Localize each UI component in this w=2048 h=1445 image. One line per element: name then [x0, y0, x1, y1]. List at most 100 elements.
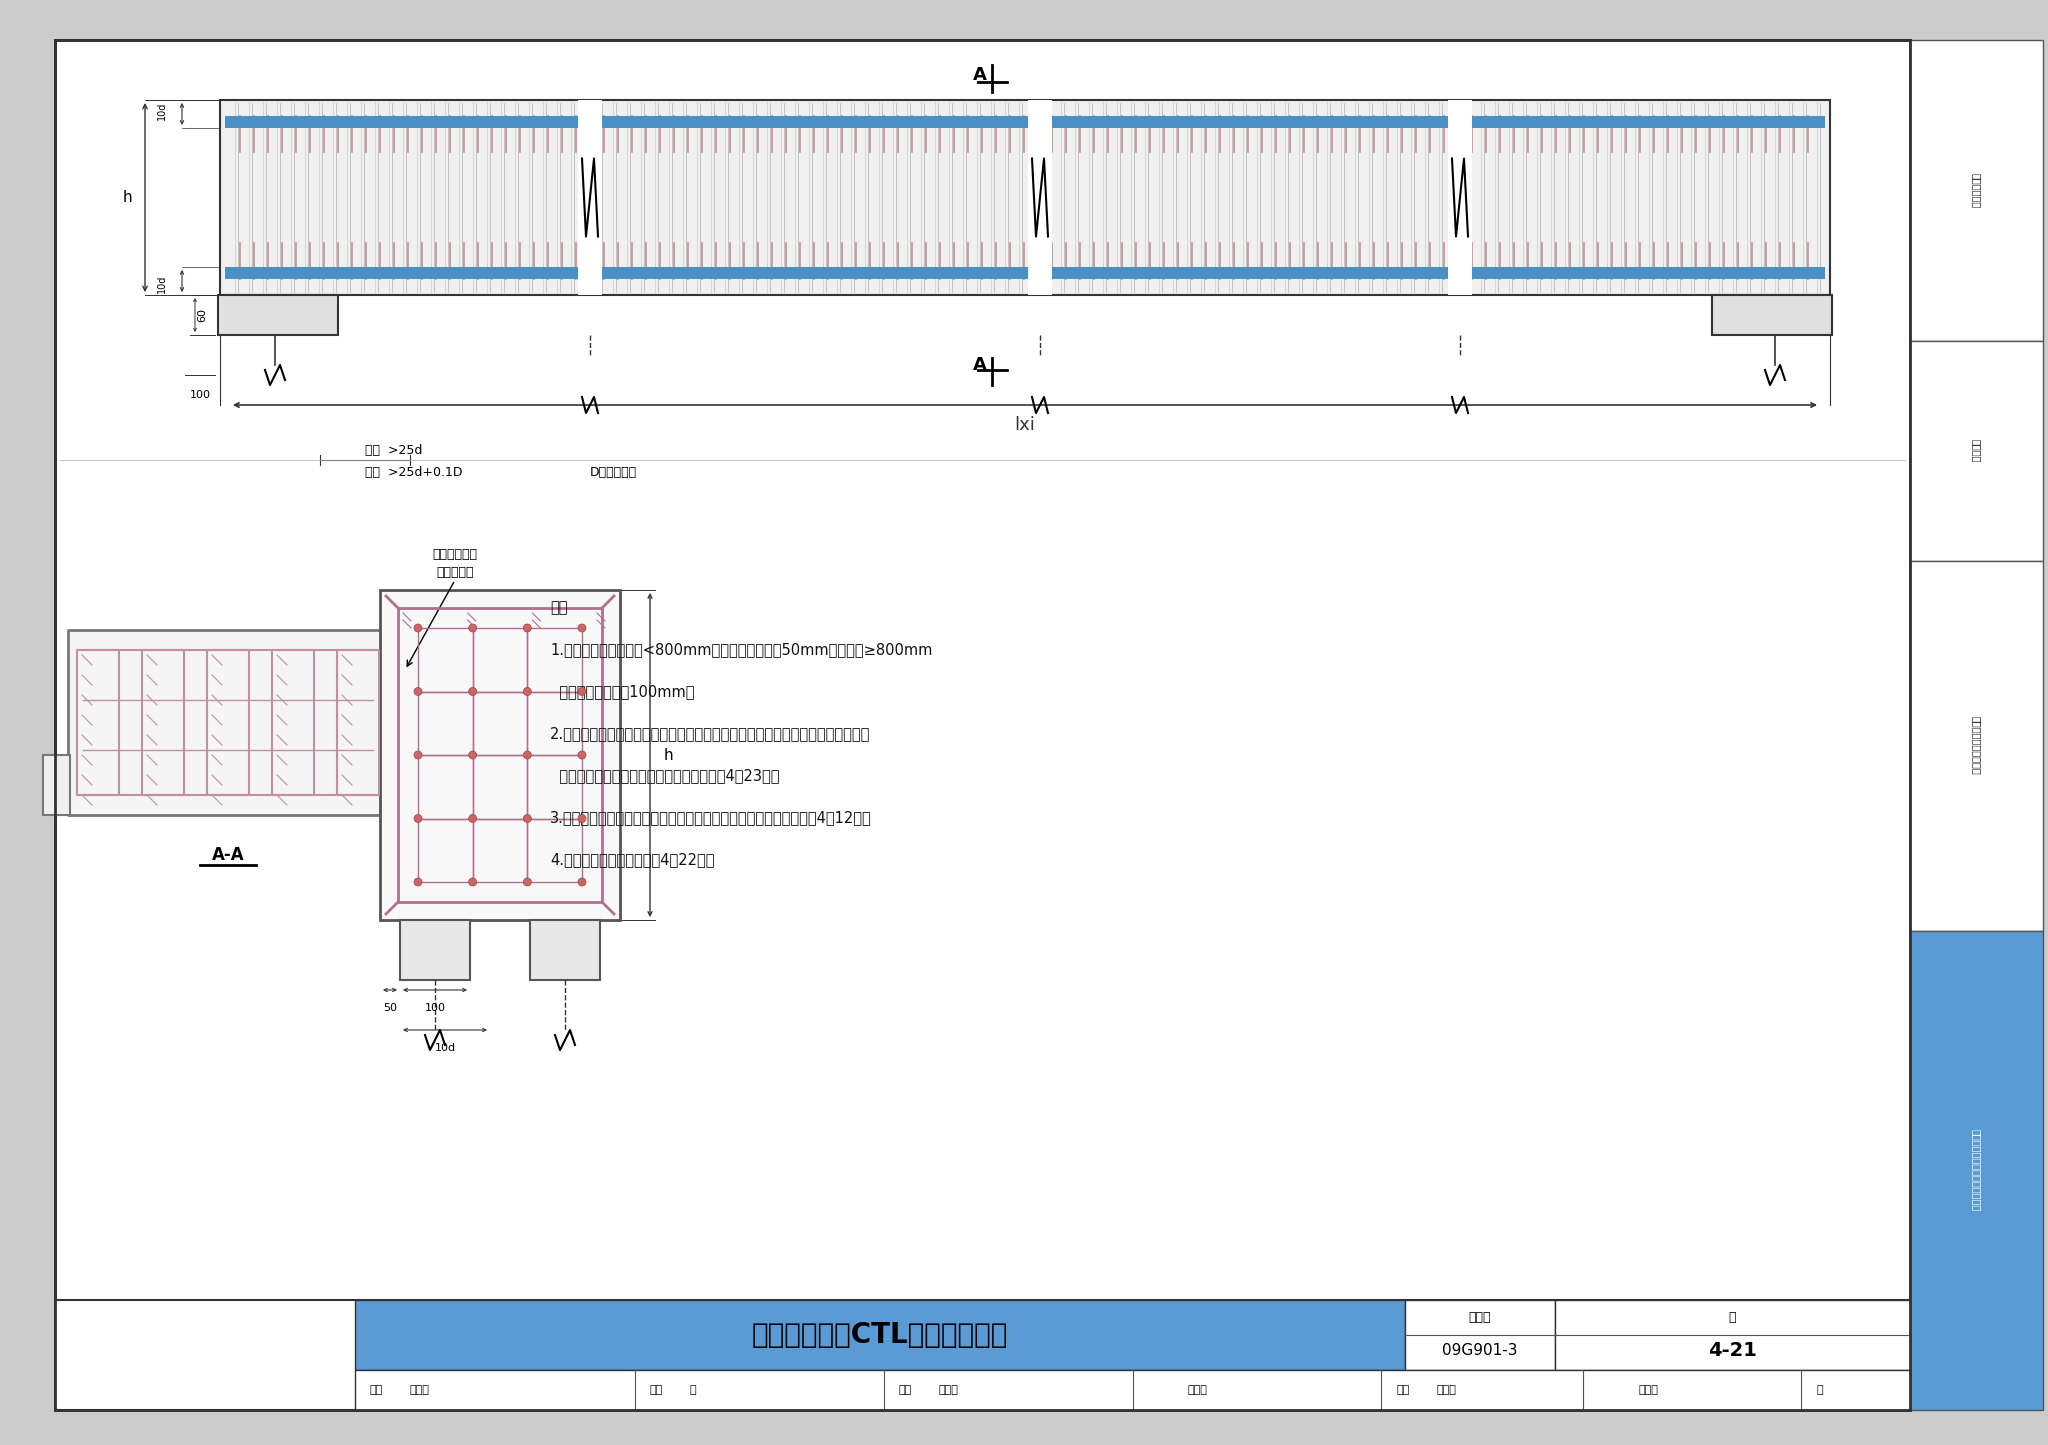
Text: 张工文: 张工文	[938, 1384, 958, 1394]
Text: 100: 100	[424, 1003, 446, 1013]
Bar	[381, 590, 621, 920]
Text: 60: 60	[197, 308, 207, 322]
Bar	[385, 754, 414, 815]
Bar	[526, 754, 582, 818]
Text: lxi: lxi	[1014, 416, 1036, 434]
Bar	[530, 920, 600, 980]
Bar	[526, 629, 582, 692]
Circle shape	[524, 879, 530, 886]
Bar	[1028, 100, 1053, 295]
Text: 09G901-3: 09G901-3	[1442, 1342, 1518, 1358]
Text: 时，桩顶嵌入承台100mm。: 时，桩顶嵌入承台100mm。	[551, 683, 694, 699]
Circle shape	[414, 624, 422, 631]
Text: 10d: 10d	[434, 1043, 455, 1053]
Bar	[473, 629, 526, 692]
Text: 1.当桩径或桩截面边长<800mm时，桩顶嵌入承台50mm；当桩径≥800mm: 1.当桩径或桩截面边长<800mm时，桩顶嵌入承台50mm；当桩径≥800mm	[551, 642, 932, 657]
Text: 3.承台梁截面尺寸及配筋详具体工程的结构设计，拉箍配置要求详见4－12页。: 3.承台梁截面尺寸及配筋详具体工程的结构设计，拉箍配置要求详见4－12页。	[551, 811, 872, 825]
Text: 张工文: 张工文	[1188, 1384, 1208, 1394]
Text: 注：: 注：	[551, 600, 567, 616]
Text: h: h	[664, 747, 674, 763]
Circle shape	[578, 815, 586, 822]
Bar	[225, 267, 1825, 279]
Bar	[1911, 561, 2044, 931]
Bar	[219, 100, 1831, 295]
Bar	[43, 754, 70, 815]
Text: A-A: A-A	[211, 845, 244, 864]
Text: 图集号: 图集号	[1468, 1311, 1491, 1324]
Text: 双排桩承台梁CTL钢筋排布构造: 双排桩承台梁CTL钢筋排布构造	[752, 1321, 1008, 1350]
Circle shape	[469, 751, 477, 759]
Bar	[473, 754, 526, 818]
Circle shape	[469, 688, 477, 695]
Circle shape	[578, 624, 586, 631]
Bar	[207, 650, 250, 795]
Text: 方桩  >25d: 方桩 >25d	[365, 444, 422, 457]
Text: 2.当承台之间设置防水底板且承台底板也要求做防水层时，桩顶局部应采用刚性防: 2.当承台之间设置防水底板且承台底板也要求做防水层时，桩顶局部应采用刚性防	[551, 725, 870, 741]
Text: 叩: 叩	[690, 1384, 696, 1394]
Text: 10d: 10d	[158, 275, 168, 293]
Circle shape	[414, 815, 422, 822]
Bar	[1712, 295, 1833, 335]
Bar	[418, 754, 473, 818]
Text: 10d: 10d	[158, 101, 168, 120]
Text: A: A	[973, 355, 987, 374]
Bar	[68, 630, 387, 815]
Text: 50: 50	[383, 1003, 397, 1013]
Circle shape	[414, 688, 422, 695]
Bar	[338, 650, 379, 795]
Bar	[225, 116, 1825, 129]
Bar	[578, 100, 602, 295]
Text: A: A	[973, 66, 987, 84]
Bar	[1405, 1300, 1554, 1370]
Bar	[473, 692, 526, 754]
Bar	[141, 650, 184, 795]
Bar	[1911, 931, 2044, 1410]
Bar	[217, 295, 338, 335]
Bar	[1448, 100, 1473, 295]
Text: 审核: 审核	[371, 1384, 383, 1394]
Bar	[354, 1370, 1911, 1410]
Text: 独立基础、条形基础、桩基承台: 独立基础、条形基础、桩基承台	[1972, 1129, 1982, 1211]
Bar	[473, 818, 526, 881]
Circle shape	[524, 624, 530, 631]
Text: 100: 100	[190, 390, 211, 400]
Bar	[397, 608, 602, 902]
Text: 4.桩与承台梁的连接详见第4－22页。: 4.桩与承台梁的连接详见第4－22页。	[551, 853, 715, 867]
Bar	[55, 1300, 1911, 1410]
Circle shape	[414, 751, 422, 759]
Circle shape	[524, 815, 530, 822]
Text: 一般构造要求: 一般构造要求	[1972, 173, 1982, 208]
Text: 设计: 设计	[1397, 1384, 1409, 1394]
Circle shape	[578, 751, 586, 759]
Circle shape	[524, 688, 530, 695]
Bar	[526, 692, 582, 754]
Text: 页: 页	[1817, 1384, 1823, 1394]
Bar	[272, 650, 313, 795]
Bar	[354, 1300, 1405, 1370]
Bar	[418, 692, 473, 754]
Text: h: h	[123, 189, 131, 205]
Bar	[418, 818, 473, 881]
Text: 圆桩  >25d+0.1D: 圆桩 >25d+0.1D	[365, 465, 463, 478]
Text: D为圆桩直径: D为圆桩直径	[590, 465, 637, 478]
Circle shape	[469, 624, 477, 631]
Text: 王怀元: 王怀元	[1436, 1384, 1456, 1394]
Bar	[78, 650, 119, 795]
Circle shape	[578, 688, 586, 695]
Bar	[1911, 341, 2044, 561]
Circle shape	[578, 879, 586, 886]
Text: 页: 页	[1729, 1311, 1737, 1324]
Bar	[418, 629, 473, 692]
Text: 箱形基础和地下室结构: 箱形基础和地下室结构	[1972, 717, 1982, 775]
Bar	[1911, 40, 2044, 341]
Circle shape	[524, 751, 530, 759]
Text: 体工程设计: 体工程设计	[436, 565, 473, 578]
Text: 4-21: 4-21	[1708, 1341, 1757, 1360]
Circle shape	[469, 879, 477, 886]
Text: 黄志刚: 黄志刚	[410, 1384, 430, 1394]
Text: 筏形基础: 筏形基础	[1972, 439, 1982, 462]
Circle shape	[469, 815, 477, 822]
Bar	[526, 818, 582, 881]
Text: 王怀元: 王怀元	[1638, 1384, 1659, 1394]
Text: 复审: 复审	[649, 1384, 664, 1394]
